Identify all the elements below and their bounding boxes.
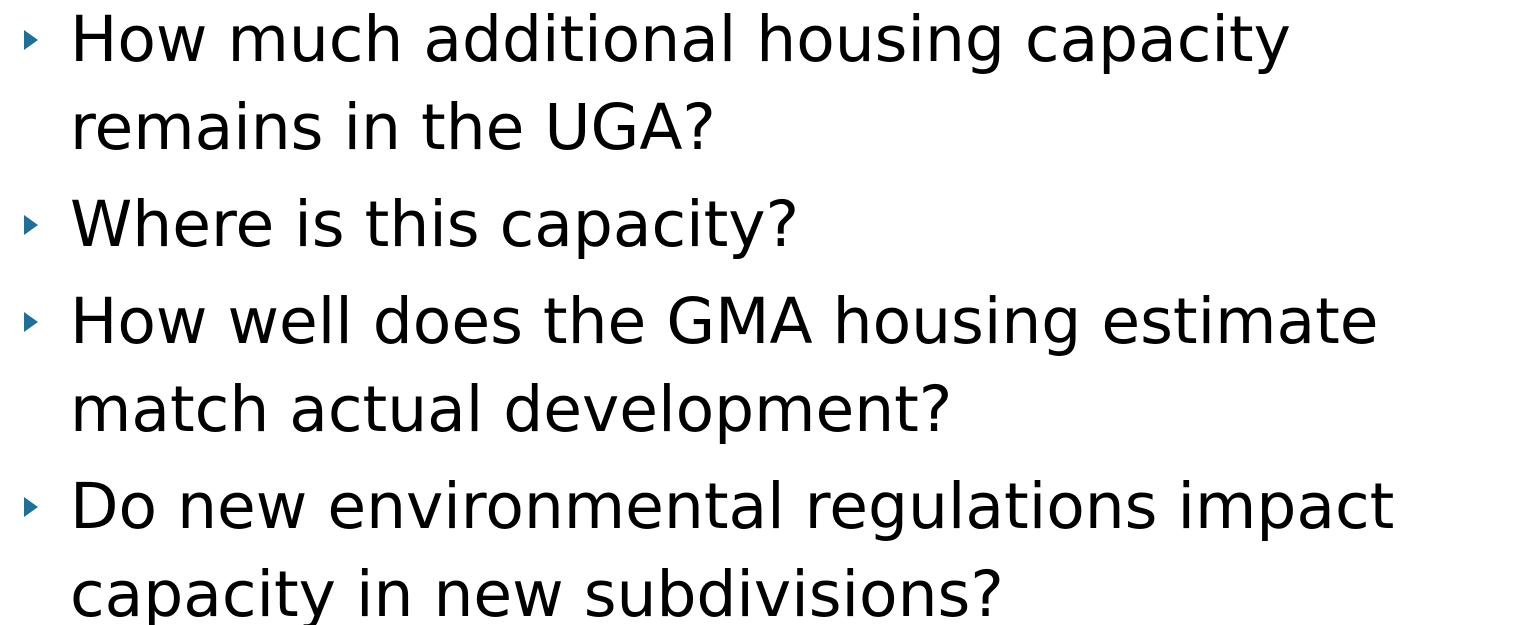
bullet-marker [24, 312, 38, 332]
bullet-triangle [24, 497, 38, 517]
bullet-marker [24, 497, 38, 517]
bullet-item: Where is this capacity? [0, 181, 1537, 269]
bullet-item: How well does the GMA housing estimate ma… [0, 278, 1537, 454]
bullet-text: Do new environmental regulations impact [70, 470, 1395, 543]
bullet-marker [24, 215, 38, 235]
bullet-text: remains in the UGA? [70, 91, 716, 164]
bullet-triangle [24, 312, 38, 332]
bullet-text: capacity in new subdivisions? [70, 558, 1004, 625]
bullet-triangle [24, 30, 38, 50]
bullet-item: Do new environmental regulations impact c… [0, 463, 1537, 625]
bullet-text: How much additional housing capacity [70, 3, 1291, 76]
bullet-text: match actual development? [70, 373, 953, 446]
bullet-triangle [24, 215, 38, 235]
bullet-marker [24, 30, 38, 50]
bullet-text: Where is this capacity? [70, 188, 800, 261]
bullet-item: How much additional housing capacity rema… [0, 0, 1537, 172]
bullet-text: How well does the GMA housing estimate [70, 285, 1379, 358]
